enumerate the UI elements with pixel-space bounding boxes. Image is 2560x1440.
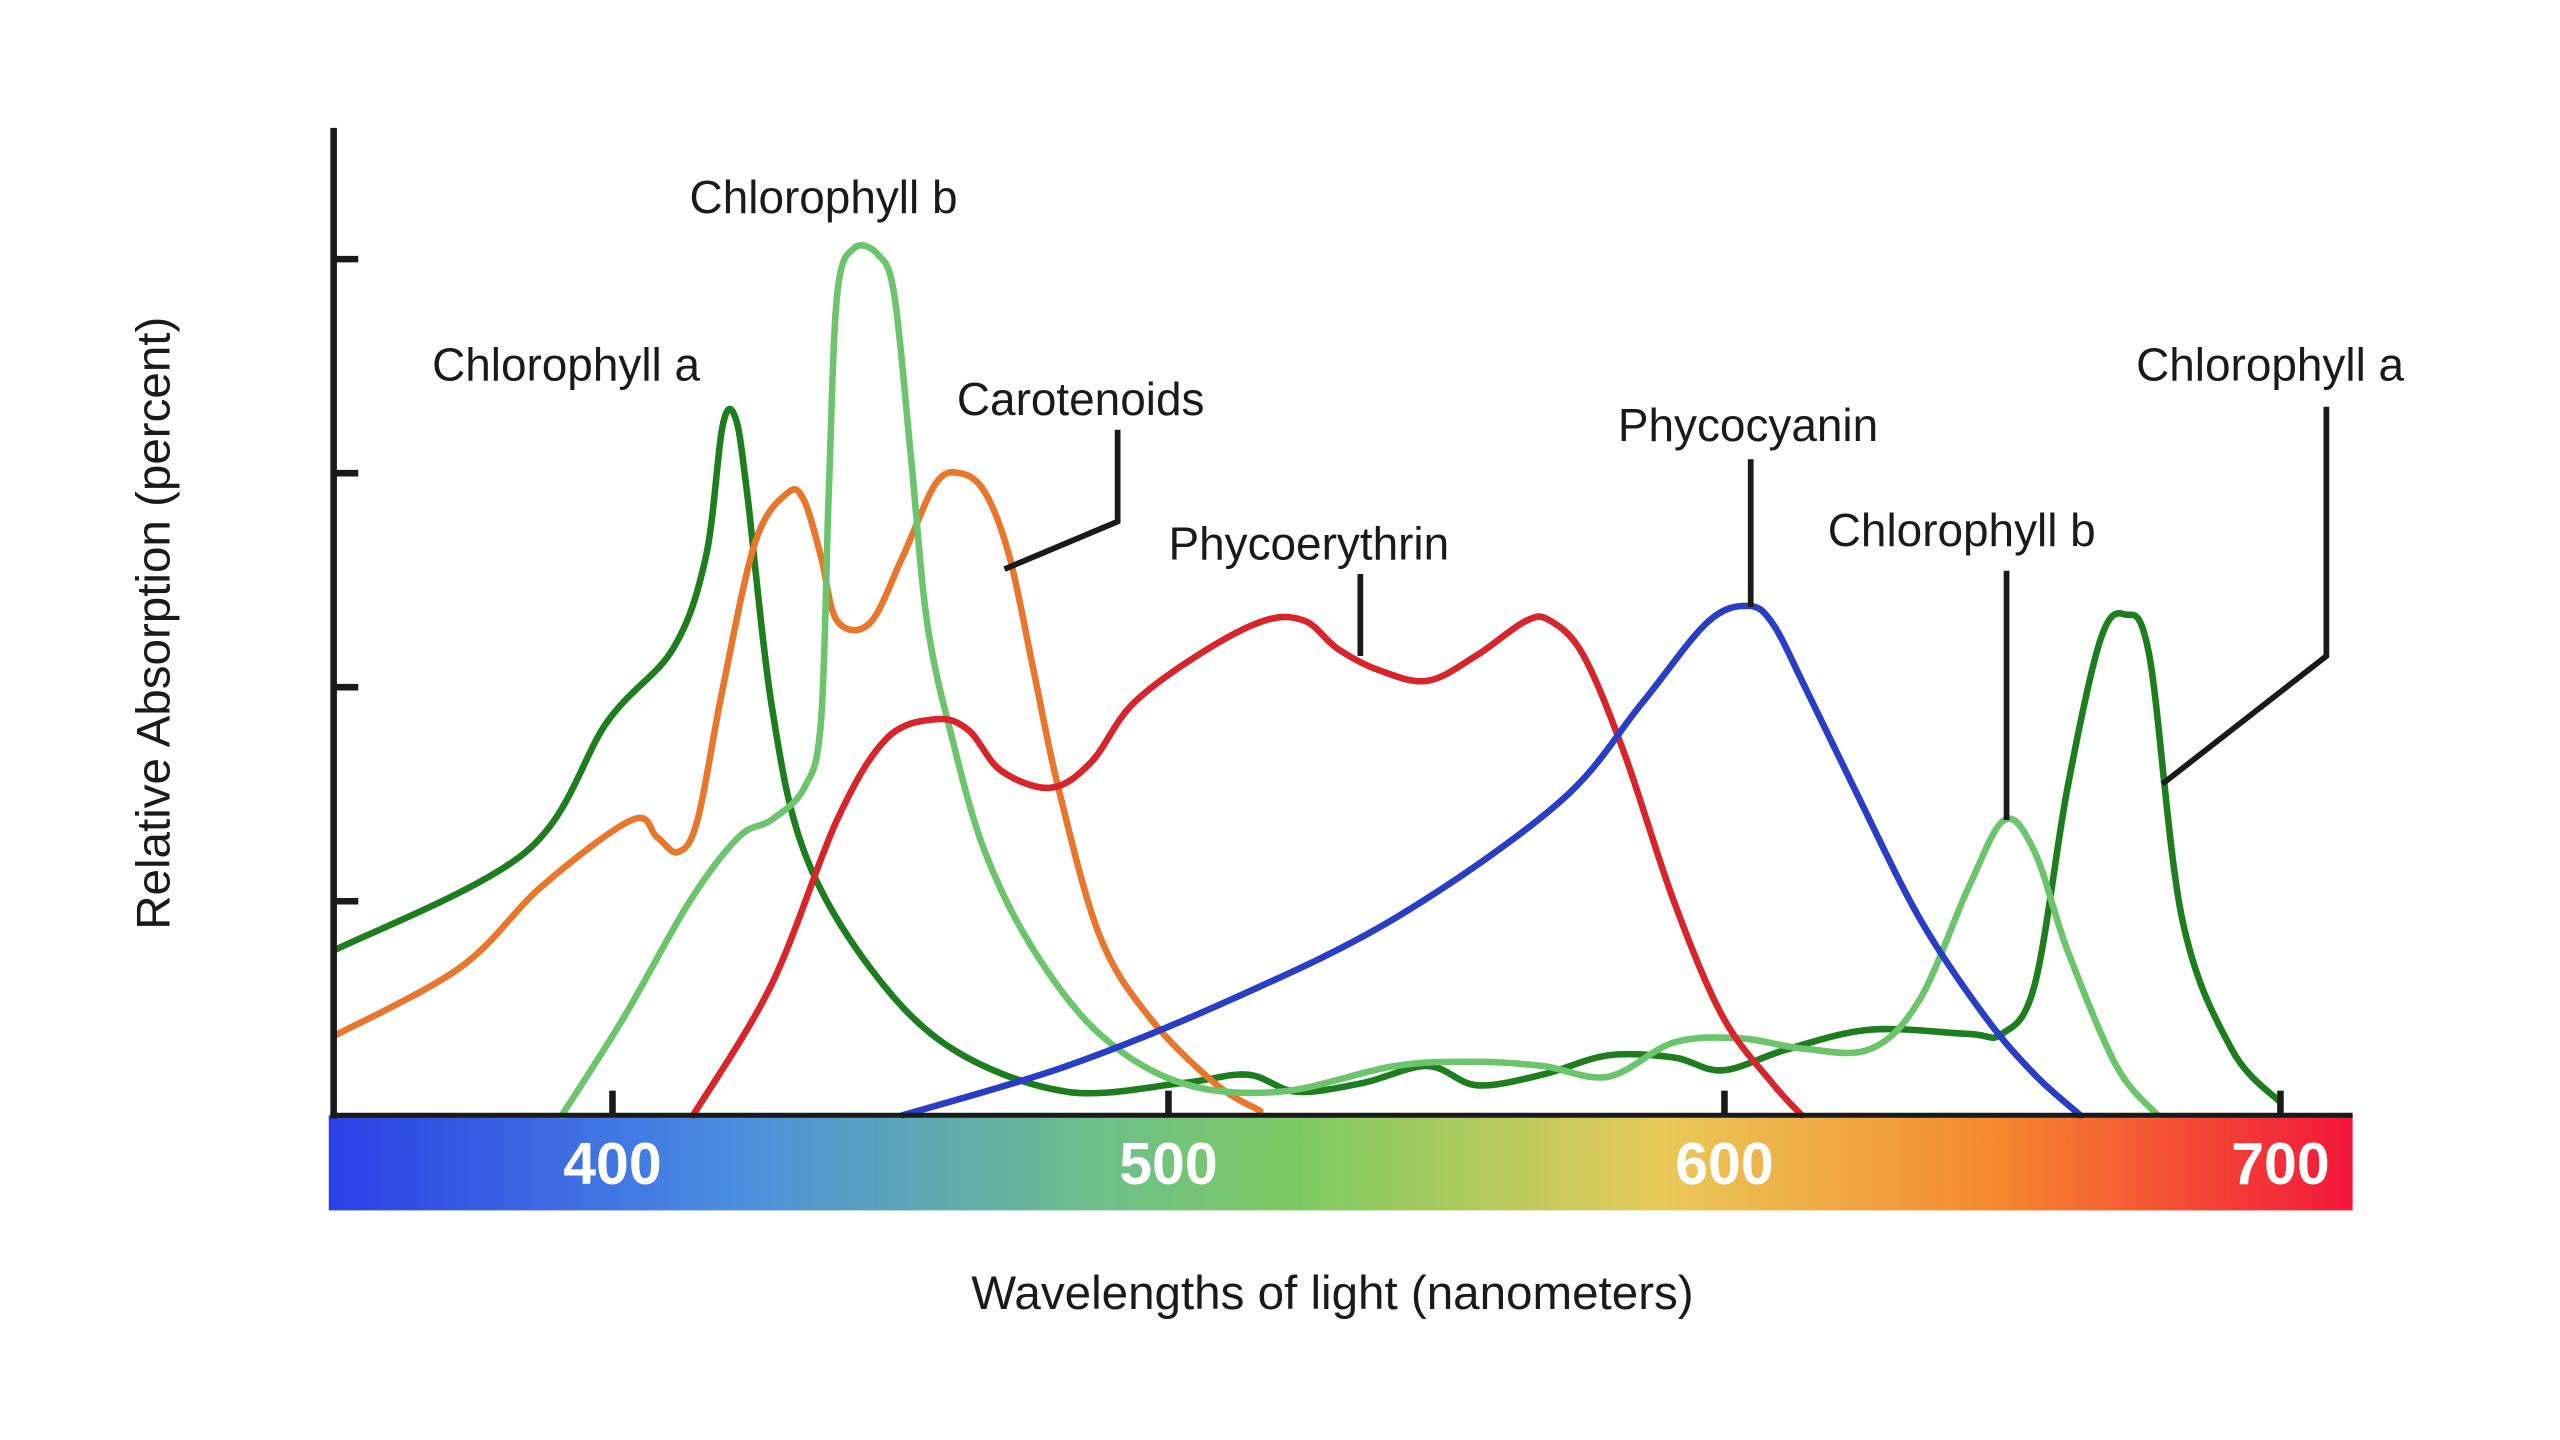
spectrum-bar xyxy=(328,1115,2353,1211)
annotation-phycoerythrin: Phycoerythrin xyxy=(1168,517,1449,569)
series-chlorophyll-b-2 xyxy=(558,242,2161,1119)
x-tick-label: 400 xyxy=(563,1131,662,1197)
annotation-chlorophyll-b-red: Chlorophyll b xyxy=(1828,504,2096,556)
curves xyxy=(330,242,2284,1119)
annotation-chlorophyll-a-red: Chlorophyll a xyxy=(2136,339,2404,391)
y-axis-label: Relative Absorption (percent) xyxy=(128,317,181,930)
series-phycocyanin-4 xyxy=(899,602,2084,1119)
leader-carotenoids xyxy=(1003,429,1121,572)
x-tick-label: 600 xyxy=(1675,1131,1774,1197)
annotation-phycocyanin: Phycocyanin xyxy=(1618,399,1878,451)
annotation-carotenoids: Carotenoids xyxy=(957,373,1205,425)
x-ticks: 400 500 600 700 xyxy=(563,1090,2330,1197)
series-carotenoids-1 xyxy=(330,468,1264,1115)
x-tick-label: 700 xyxy=(2231,1131,2330,1197)
x-axis-label: Wavelengths of light (nanometers) xyxy=(971,1267,1693,1320)
series-chlorophyll-a-0 xyxy=(330,405,2284,1106)
leader-chlorophyll-a-red xyxy=(2160,406,2330,787)
y-ticks xyxy=(333,255,359,905)
x-tick-label: 500 xyxy=(1119,1131,1217,1197)
annotation-chlorophyll-b-blue: Chlorophyll b xyxy=(690,171,958,223)
annotation-chlorophyll-a-blue: Chlorophyll a xyxy=(432,339,700,391)
series-phycoerythrin-3 xyxy=(689,613,1806,1119)
